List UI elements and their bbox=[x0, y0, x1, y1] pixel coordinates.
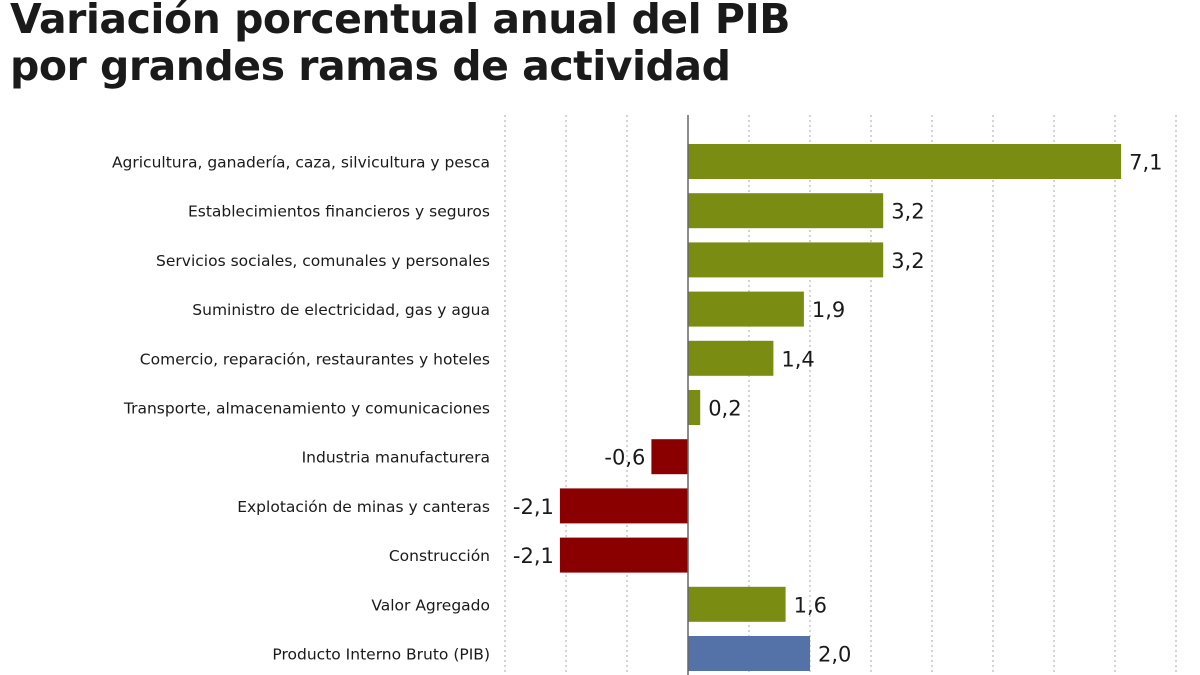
bar bbox=[651, 439, 688, 475]
bar bbox=[559, 537, 688, 573]
bar bbox=[688, 193, 884, 229]
category-label: Transporte, almacenamiento y comunicacio… bbox=[123, 400, 490, 418]
data-label: 3,2 bbox=[891, 249, 924, 273]
data-label: 3,2 bbox=[891, 200, 924, 224]
chart-title: Variación porcentual anual del PIB por g… bbox=[10, 0, 790, 90]
bar bbox=[688, 340, 774, 376]
category-label: Establecimientos financieros y seguros bbox=[188, 203, 490, 221]
title-line-2: por grandes ramas de actividad bbox=[10, 42, 731, 90]
data-label: -2,1 bbox=[513, 544, 554, 568]
bar bbox=[688, 144, 1122, 179]
category-label: Agricultura, ganadería, caza, silvicultu… bbox=[112, 154, 490, 172]
data-label: -2,1 bbox=[513, 495, 554, 519]
category-label: Suministro de electricidad, gas y agua bbox=[192, 301, 490, 319]
data-label: 1,6 bbox=[794, 593, 827, 617]
category-label: Servicios sociales, comunales y personal… bbox=[156, 252, 490, 270]
bar bbox=[688, 636, 810, 671]
bar bbox=[688, 390, 701, 425]
title-line-1: Variación porcentual anual del PIB bbox=[10, 0, 790, 43]
data-label: 1,9 bbox=[812, 298, 845, 322]
data-label: 0,2 bbox=[708, 397, 741, 421]
bar bbox=[688, 242, 884, 278]
category-label: Comercio, reparación, restaurantes y hot… bbox=[140, 350, 490, 368]
bar bbox=[559, 488, 688, 524]
category-label: Industria manufacturera bbox=[302, 449, 490, 467]
category-label: Producto Interno Bruto (PIB) bbox=[272, 646, 490, 664]
category-label: Construcción bbox=[389, 547, 490, 565]
category-label: Valor Agregado bbox=[371, 596, 490, 614]
bar bbox=[688, 291, 804, 327]
data-label: 7,1 bbox=[1129, 151, 1162, 175]
category-label: Explotación de minas y canteras bbox=[237, 498, 490, 516]
data-label: 1,4 bbox=[781, 347, 814, 371]
data-label: 2,0 bbox=[818, 643, 851, 667]
data-label: -0,6 bbox=[604, 446, 645, 470]
bar bbox=[688, 586, 786, 622]
